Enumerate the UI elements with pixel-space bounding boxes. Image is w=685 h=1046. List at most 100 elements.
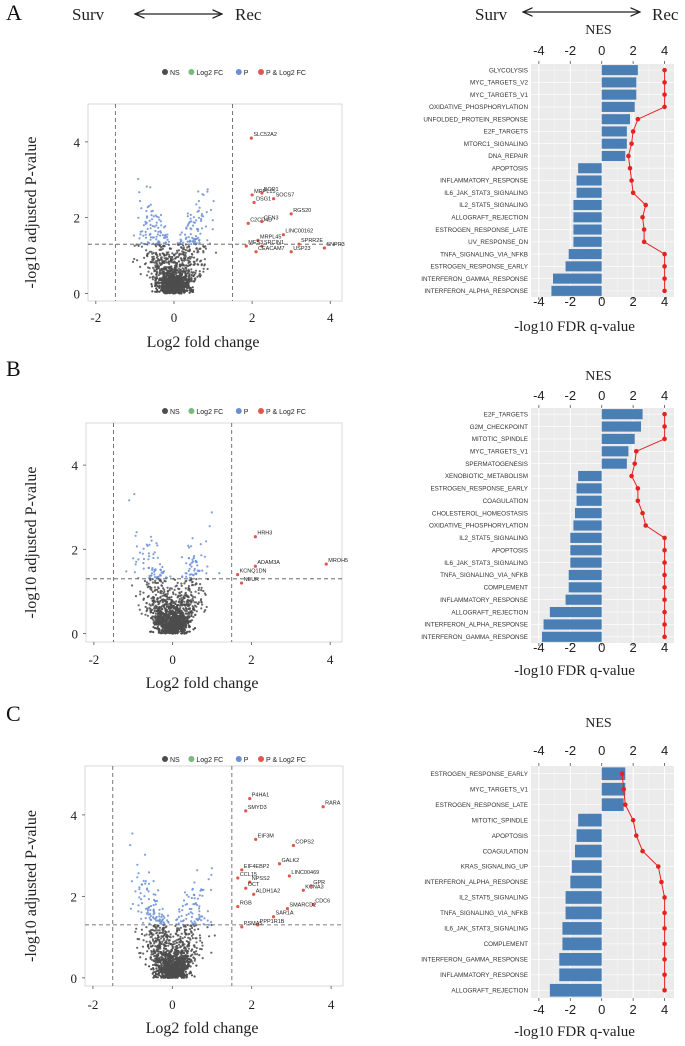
gene-label: CEN3 — [264, 215, 279, 221]
data-point — [190, 278, 193, 281]
data-point — [150, 951, 153, 954]
data-point — [150, 283, 153, 286]
data-point — [168, 596, 171, 599]
data-point — [148, 242, 151, 245]
nes-bar — [565, 594, 602, 605]
data-point — [185, 289, 188, 292]
data-point — [173, 942, 176, 945]
data-point — [199, 583, 202, 586]
data-point — [200, 919, 203, 922]
q-value-point — [662, 276, 667, 281]
data-point — [179, 277, 182, 280]
data-point — [180, 273, 184, 276]
q-value-point — [640, 848, 645, 854]
data-point — [185, 902, 189, 906]
data-point — [151, 963, 155, 967]
data-point — [175, 953, 178, 957]
data-point — [160, 614, 163, 617]
data-point — [169, 266, 172, 269]
data-point — [163, 932, 166, 935]
data-point — [138, 551, 142, 554]
data-point — [160, 278, 163, 282]
data-point — [200, 259, 203, 262]
data-point — [152, 971, 155, 974]
q-value-point — [662, 436, 667, 442]
pathway-label: XENOBIOTIC_METABOLISM — [445, 473, 528, 480]
gene-label: CEACAM7 — [258, 246, 285, 252]
data-point — [210, 873, 213, 877]
data-point — [185, 607, 188, 610]
data-point — [160, 915, 163, 919]
data-point — [173, 623, 176, 626]
pathway-label: COMPLEMENT — [484, 941, 529, 948]
data-point — [178, 289, 181, 292]
data-point — [174, 602, 177, 606]
nes-tick-label: 0 — [598, 43, 605, 58]
data-point — [192, 628, 195, 631]
data-point — [152, 611, 155, 615]
data-point — [167, 261, 170, 264]
data-point — [142, 547, 145, 550]
data-point — [195, 903, 199, 907]
data-point — [185, 236, 188, 239]
data-point — [167, 276, 170, 279]
data-point — [155, 266, 159, 269]
data-point — [195, 610, 198, 613]
data-point — [140, 911, 143, 914]
data-point — [211, 228, 214, 231]
data-point — [193, 601, 196, 604]
data-point — [191, 597, 194, 600]
data-point — [184, 248, 187, 252]
data-point — [155, 967, 158, 970]
data-point — [145, 926, 148, 929]
x-tick-label: 0 — [171, 310, 178, 325]
nes-bar — [553, 273, 602, 284]
data-point — [163, 289, 166, 292]
data-point — [197, 199, 200, 203]
data-point — [197, 928, 200, 931]
data-point — [180, 625, 184, 628]
gene-label: EIF3M — [258, 833, 275, 839]
data-point — [180, 584, 183, 588]
data-point — [194, 560, 197, 563]
data-point — [181, 943, 184, 946]
data-point — [175, 939, 178, 942]
data-point — [181, 602, 184, 605]
data-point — [182, 246, 185, 249]
data-point — [153, 268, 156, 271]
q-value-point — [640, 214, 645, 220]
data-point — [146, 544, 149, 548]
data-point — [196, 869, 199, 872]
data-point — [164, 234, 167, 237]
data-point — [164, 947, 168, 951]
data-point — [143, 263, 147, 266]
pathway-label: IL2_STAT5_SIGNALING — [459, 202, 528, 209]
data-point — [159, 573, 162, 576]
data-point — [167, 605, 170, 608]
data-point — [186, 224, 189, 227]
data-point — [149, 609, 152, 612]
data-point — [197, 602, 200, 606]
data-point — [190, 268, 193, 271]
data-point — [171, 968, 175, 971]
gsea-chart-a: GLYCOLYSISMYC_TARGETS_V2MYC_TARGETS_V1OX… — [421, 23, 674, 335]
gene-label: EIF4EBP2 — [244, 864, 270, 870]
data-point — [147, 947, 150, 950]
pathway-label: COAGULATION — [483, 498, 529, 505]
data-point — [187, 940, 190, 944]
data-point — [182, 288, 185, 291]
gene-label: SNPR3 — [326, 242, 344, 248]
data-point — [148, 922, 151, 925]
data-point — [180, 954, 183, 957]
data-point — [149, 607, 152, 610]
data-point — [163, 254, 166, 257]
data-point — [143, 895, 146, 898]
data-point — [185, 579, 188, 583]
data-point — [190, 273, 193, 276]
data-point — [169, 587, 172, 590]
data-point — [155, 931, 158, 934]
data-point — [193, 897, 196, 900]
q-value-point — [662, 288, 667, 294]
data-point — [205, 211, 208, 214]
nes-tick-label: -2 — [565, 388, 577, 403]
